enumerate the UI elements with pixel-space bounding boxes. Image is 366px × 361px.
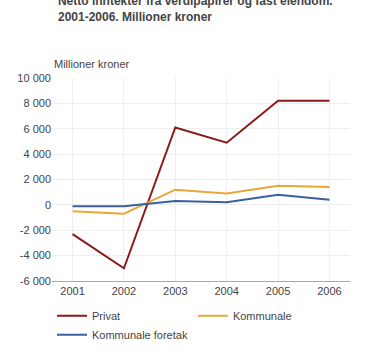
svg-text:2001: 2001 [60,285,84,297]
svg-text:4 000: 4 000 [23,148,51,160]
svg-text:Netto inntekter fra verdipapir: Netto inntekter fra verdipapirer og fast… [58,0,333,24]
svg-text:Millioner kroner: Millioner kroner [54,58,130,70]
svg-text:2002: 2002 [112,285,136,297]
svg-text:Kommunale: Kommunale [233,310,292,322]
svg-text:6 000: 6 000 [23,123,51,135]
svg-text:-4 000: -4 000 [20,249,51,261]
svg-text:0: 0 [45,199,51,211]
svg-text:2004: 2004 [214,285,238,297]
svg-text:2006: 2006 [317,285,341,297]
svg-text:Kommunale foretak: Kommunale foretak [92,329,188,341]
svg-text:8 000: 8 000 [23,97,51,109]
svg-text:2 000: 2 000 [23,173,51,185]
svg-text:Privat: Privat [92,310,120,322]
svg-text:-6 000: -6 000 [20,275,51,287]
svg-text:2005: 2005 [266,285,290,297]
svg-text:-2 000: -2 000 [20,224,51,236]
svg-text:10 000: 10 000 [17,72,51,84]
svg-text:2003: 2003 [163,285,187,297]
